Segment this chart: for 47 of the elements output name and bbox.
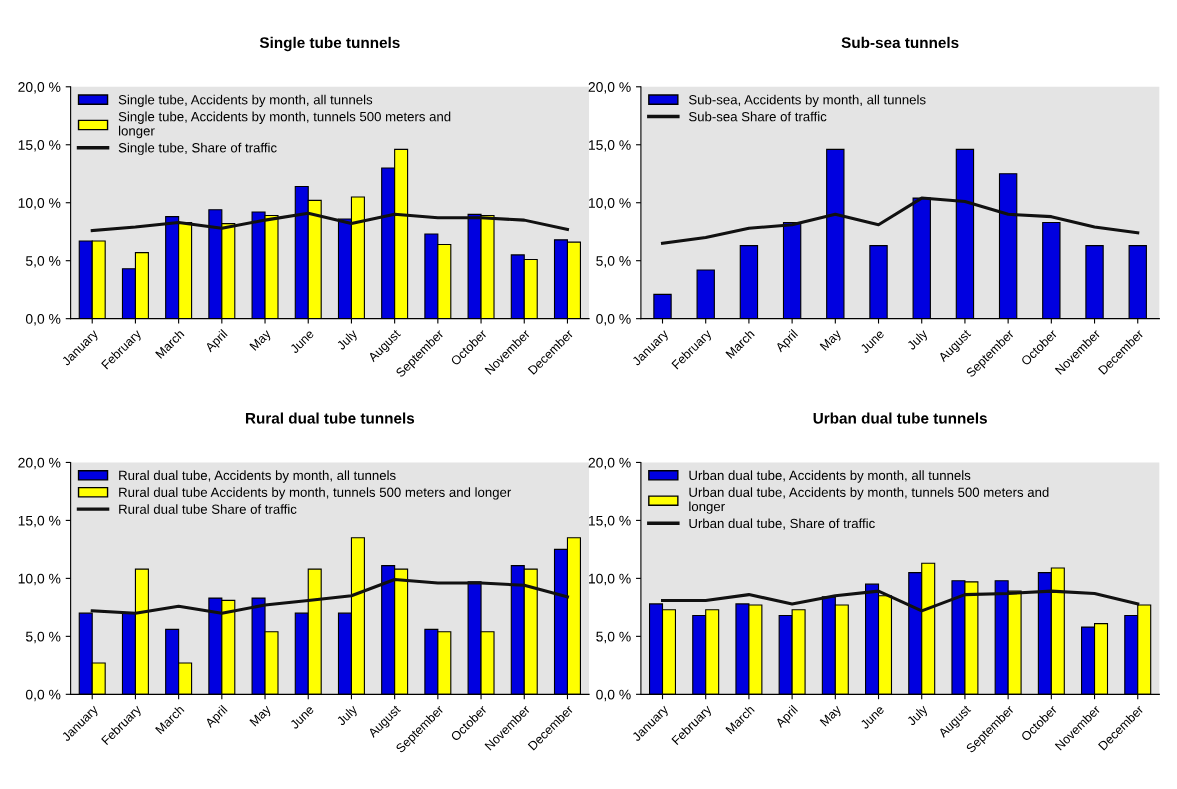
line-series: [660, 196, 1140, 245]
legend-label: Rural dual tube Share of traffic: [119, 504, 297, 514]
y-tick-label: 10,0 %: [18, 198, 61, 210]
legend-label: Single tube, Share of traffic: [118, 142, 277, 156]
chart-title: Single tube tunnels: [259, 36, 400, 52]
legend-label: Urban dual tube, Share of traffic: [689, 518, 875, 530]
y-tick-label: 5,0 %: [596, 256, 631, 268]
chart-title: Sub-sea tunnels: [841, 36, 959, 49]
legend-label: Rural dual tube, Accidents by month, all tunnels: [119, 470, 396, 483]
y-tick-label: 0,0 %: [25, 314, 61, 326]
y-tick-label: 15,0 %: [18, 515, 61, 528]
x-tick-label: July: [906, 704, 930, 728]
y-tick-label: 0,0 %: [596, 689, 631, 702]
x-tick-label: May: [249, 704, 274, 729]
y-tick-label: 15,0 %: [18, 140, 61, 152]
line-series: [660, 589, 1140, 613]
legend-label: Single tube, Accidents by month, tunnels 500 meters and longer: [118, 111, 451, 139]
legend-label: Rural dual tube Accidents by month, tunnels 500 meters and longer: [119, 487, 512, 500]
x-tick-label: July: [335, 704, 360, 728]
y-tick-label: 20,0 %: [588, 82, 631, 94]
legend-label: Urban dual tube, Accidents by month, all tunnels: [689, 470, 971, 483]
y-tick-label: 0,0 %: [25, 689, 61, 702]
chart-title: Urban dual tube tunnels: [813, 412, 987, 424]
line-series: [90, 578, 569, 615]
y-tick-label: 10,0 %: [589, 198, 631, 210]
y-tick-label: 5,0 %: [25, 256, 61, 268]
legend-label: Sub-sea, Accidents by month, all tunnels: [689, 94, 926, 108]
x-tick-label: July: [906, 328, 930, 353]
y-tick-label: 15,0 %: [589, 140, 631, 152]
y-tick-label: 20,0 %: [18, 457, 61, 470]
x-tick-label: May: [249, 328, 274, 353]
legend-label: Single tube, Accidents by month, all tunnels: [118, 94, 373, 108]
y-tick-label: 15,0 %: [589, 515, 631, 528]
line-series: [90, 211, 569, 233]
x-tick-label: May: [819, 328, 844, 353]
x-tick-label: July: [335, 328, 360, 353]
y-tick-label: 5,0 %: [25, 631, 61, 644]
y-tick-label: 10,0 %: [18, 573, 61, 586]
y-tick-label: 10,0 %: [589, 573, 631, 586]
legend-label: Sub-sea Share of traffic: [689, 111, 827, 122]
legend-label: Urban dual tube, Accidents by month, tunnels 500 meters and longer: [689, 487, 1049, 514]
y-tick-label: 20,0 %: [18, 82, 61, 94]
chart-title: Rural dual tube tunnels: [245, 412, 415, 424]
y-tick-label: 0,0 %: [596, 314, 631, 326]
y-tick-label: 20,0 %: [588, 457, 631, 470]
y-tick-label: 5,0 %: [596, 631, 631, 644]
x-tick-label: May: [819, 704, 844, 729]
